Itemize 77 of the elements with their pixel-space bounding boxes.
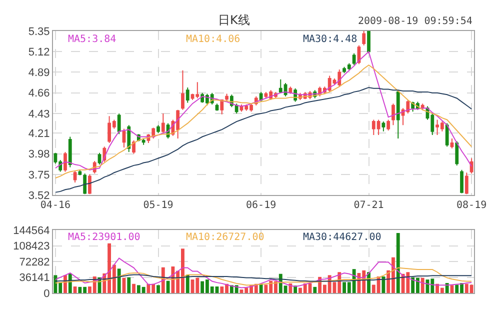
y-tick-label: 4.21 — [28, 128, 50, 140]
text: 2009-08-19 09:59:54 — [358, 16, 472, 27]
text: MA30:4.48 — [303, 34, 358, 45]
x-tick-label: 04-16 — [40, 200, 71, 212]
candlestick — [396, 90, 400, 140]
bar — [117, 268, 121, 293]
candlestick — [127, 124, 131, 152]
y-tick-label: 4.43 — [28, 108, 50, 120]
candlestick — [156, 124, 160, 134]
y-tick-label: 4.66 — [28, 88, 50, 100]
bar — [313, 286, 317, 293]
candlestick — [259, 91, 263, 102]
y-tick-label: 3.52 — [28, 190, 50, 202]
bar — [382, 276, 386, 293]
bar — [420, 278, 424, 293]
y-tick-label: 72282 — [19, 256, 50, 268]
bar — [259, 284, 263, 293]
line-series — [54, 267, 472, 286]
candlestick — [132, 140, 136, 154]
candlestick — [450, 138, 454, 149]
x-tick-label: 08-19 — [456, 200, 487, 212]
text: MA10:26727.00 — [186, 232, 264, 243]
bar — [396, 232, 400, 293]
candlestick — [215, 103, 219, 112]
line-series — [54, 86, 472, 193]
candlestick — [445, 122, 449, 148]
candlestick — [181, 70, 184, 110]
y-tick-label: 108423 — [13, 240, 50, 253]
candlestick — [68, 136, 72, 168]
candlestick — [122, 128, 126, 148]
x-tick-label: 07-21 — [354, 200, 384, 212]
candlestick — [352, 52, 356, 66]
y-tick-label: 3.75 — [28, 169, 50, 182]
candlestick — [161, 112, 165, 134]
chart-title: 日K线 — [218, 13, 250, 27]
bar — [132, 284, 136, 293]
text: MA30:44627.00 — [303, 232, 382, 243]
y-tick-label: 5.12 — [28, 46, 50, 58]
candlestick — [464, 172, 468, 194]
y-tick-label: 4.89 — [28, 67, 50, 80]
candlestick — [362, 31, 366, 46]
text: MA10:4.06 — [186, 34, 240, 45]
candlestick — [225, 93, 228, 102]
y-tick-label: 5.35 — [28, 26, 50, 38]
bar — [127, 277, 131, 293]
candlestick — [78, 169, 82, 176]
y-tick-label: 144564 — [13, 224, 50, 237]
candlestick — [460, 169, 464, 194]
candlestick — [98, 152, 102, 166]
bar — [186, 274, 190, 293]
candlestick — [470, 158, 474, 174]
bar — [166, 280, 170, 293]
y-tick-label: 36141 — [19, 272, 50, 284]
candlestick — [64, 151, 67, 172]
line-series — [54, 64, 472, 178]
text: MA5:23901.00 — [68, 232, 140, 243]
candlestick — [220, 100, 224, 115]
y-tick-label: 3.98 — [28, 148, 50, 161]
line-series — [54, 51, 472, 170]
candlestick — [392, 103, 395, 126]
candlestick — [186, 86, 190, 104]
candlestick — [83, 173, 87, 194]
candlestick — [382, 121, 386, 132]
x-tick-label: 05-19 — [143, 200, 174, 212]
x-tick-label: 06-19 — [246, 200, 276, 212]
candlestick — [386, 119, 390, 131]
candlestick — [88, 174, 92, 194]
candlestick — [117, 112, 121, 135]
line-series — [54, 258, 472, 288]
candlestick — [73, 170, 77, 183]
candlestick — [455, 140, 459, 166]
bar — [445, 283, 449, 293]
candlestick — [288, 86, 292, 94]
y-tick-label: 0 — [44, 288, 50, 300]
line-series — [54, 274, 472, 282]
text: MA5:3.84 — [68, 34, 116, 45]
bar — [156, 285, 160, 293]
